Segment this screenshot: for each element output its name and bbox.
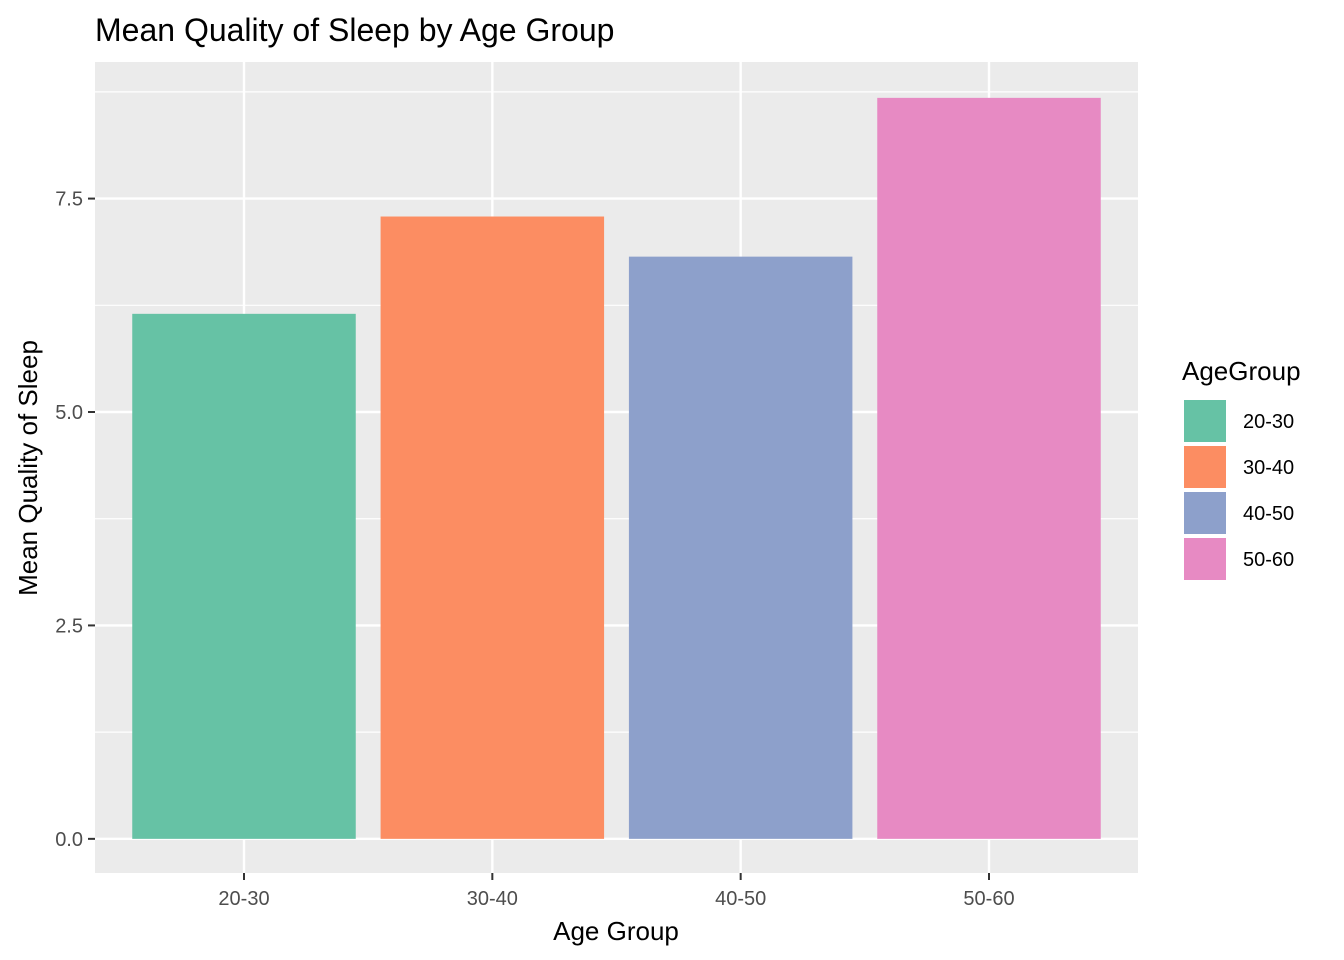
x-axis: 20-30 30-40 40-50 50-60 (218, 873, 1015, 910)
chart-title: Mean Quality of Sleep by Age Group (95, 12, 614, 48)
legend-swatch-30-40 (1184, 446, 1226, 488)
legend-label: 50-60 (1243, 549, 1294, 571)
bar-40-50 (628, 256, 853, 839)
y-tick-label: 2.5 (55, 615, 83, 637)
legend-label: 20-30 (1243, 411, 1294, 433)
y-axis: 0.0 2.5 5.0 7.5 (55, 189, 95, 851)
x-tick-label: 20-30 (218, 888, 269, 910)
legend: AgeGroup 20-30 30-40 40-50 50-60 (1182, 356, 1301, 582)
y-tick-label: 7.5 (55, 189, 83, 211)
bars (132, 97, 1101, 839)
legend-label: 30-40 (1243, 457, 1294, 479)
bar-30-40 (380, 216, 605, 839)
legend-swatch-50-60 (1184, 538, 1226, 580)
legend-swatch-20-30 (1184, 400, 1226, 442)
legend-entries: 20-30 30-40 40-50 50-60 (1182, 398, 1294, 582)
legend-title: AgeGroup (1182, 356, 1301, 386)
y-tick-label: 5.0 (55, 402, 83, 424)
y-tick-label: 0.0 (55, 829, 83, 851)
y-axis-title: Mean Quality of Sleep (13, 340, 43, 596)
x-tick-label: 50-60 (963, 888, 1014, 910)
x-axis-title: Age Group (553, 916, 679, 946)
legend-label: 40-50 (1243, 503, 1294, 525)
x-tick-label: 40-50 (715, 888, 766, 910)
x-tick-label: 30-40 (467, 888, 518, 910)
bar-20-30 (132, 313, 356, 839)
bar-50-60 (877, 97, 1101, 839)
legend-swatch-40-50 (1184, 492, 1226, 534)
